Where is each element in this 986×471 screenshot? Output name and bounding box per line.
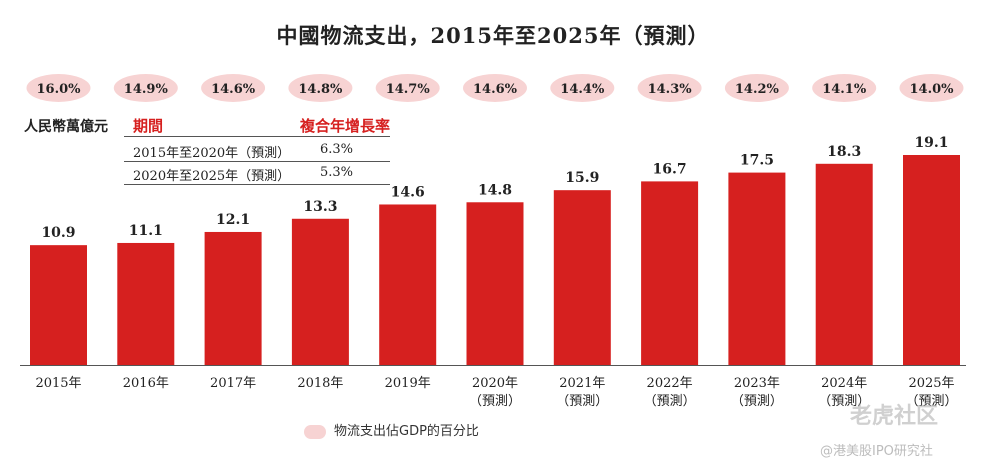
watermark-logo-text: 老虎社区: [850, 404, 939, 429]
gdp-share-pill: [375, 74, 440, 102]
cagr-period: 2020年至2025年（預測）: [133, 169, 291, 184]
gdp-share-pill: [288, 74, 353, 102]
bar: [379, 204, 437, 365]
bar: [815, 163, 873, 365]
bar-value-label: 19.1: [914, 135, 948, 151]
x-tick-label: 2025年: [908, 376, 954, 391]
gdp-share-label: 14.0%: [909, 82, 954, 97]
bar: [553, 190, 611, 365]
watermark-handle: @港美股IPO研究社: [820, 444, 933, 459]
gdp-share-pill: [724, 74, 789, 102]
cagr-table-row: 2020年至2025年（預測） 5.3%: [124, 162, 390, 185]
bar-value-label: 16.7: [653, 161, 687, 177]
x-tick-label: 2018年: [297, 376, 343, 391]
gdp-share-pill: [201, 74, 266, 102]
x-tick-label: 2019年: [385, 376, 431, 391]
legend-swatch: [304, 424, 326, 439]
bar-value-label: 12.1: [216, 212, 250, 228]
gdp-share-pill: [113, 74, 178, 102]
cagr-period: 2015年至2020年（預測）: [133, 146, 291, 161]
x-tick-forecast-label: （預測）: [818, 394, 870, 409]
gdp-share-label: 14.2%: [735, 82, 780, 97]
x-tick-label: 2016年: [123, 376, 169, 391]
x-tick-forecast-label: （預測）: [905, 394, 957, 409]
x-tick-forecast-label: （預測）: [469, 394, 521, 409]
gdp-share-pill: [899, 74, 964, 102]
cagr-rate: 5.3%: [320, 165, 354, 180]
gdp-share-label: 14.7%: [386, 82, 431, 97]
bar-value-label: 15.9: [565, 170, 599, 186]
unit-label: 人民幣萬億元: [24, 119, 108, 135]
gdp-share-label: 14.6%: [473, 82, 518, 97]
x-tick-label: 2020年: [472, 376, 518, 391]
chart-title: 中國物流支出，2015年至2025年（預測）: [276, 23, 710, 48]
cagr-header-period: 期間: [133, 117, 164, 135]
bar-value-label: 10.9: [41, 225, 75, 241]
bar-value-label: 11.1: [129, 223, 163, 239]
bar: [728, 172, 786, 365]
x-tick-forecast-label: （預測）: [731, 394, 783, 409]
bar-value-label: 17.5: [740, 153, 774, 169]
legend: 物流支出佔GDP的百分比: [304, 420, 479, 439]
bar-value-label: 18.3: [827, 144, 861, 160]
bar: [641, 181, 699, 365]
x-tick-label: 2022年: [647, 376, 693, 391]
gdp-share-label: 14.4%: [560, 82, 605, 97]
gdp-share-label: 16.0%: [36, 82, 81, 97]
gdp-share-label: 14.9%: [124, 82, 169, 97]
x-tick-label: 2023年: [734, 376, 780, 391]
gdp-share-label: 14.1%: [822, 82, 867, 97]
gdp-share-pill: [812, 74, 877, 102]
cagr-table-header: 期間 複合年增長率: [124, 114, 390, 137]
bar: [204, 231, 262, 365]
gdp-share-pill: [637, 74, 702, 102]
x-tick-label: 2015年: [35, 376, 81, 391]
gdp-share-pill: [550, 74, 615, 102]
cagr-table-row: 2015年至2020年（預測） 6.3%: [124, 139, 390, 162]
bar: [466, 202, 524, 365]
bar-value-label: 14.8: [478, 182, 512, 198]
bar: [291, 218, 349, 365]
gdp-share-label: 14.3%: [648, 82, 693, 97]
gdp-share-pill: [463, 74, 527, 102]
x-tick-label: 2024年: [821, 376, 867, 391]
x-tick-forecast-label: （預測）: [644, 394, 696, 409]
cagr-header-rate: 複合年增長率: [299, 117, 390, 135]
x-tick-label: 2017年: [210, 376, 256, 391]
gdp-share-pill: [26, 74, 91, 102]
cagr-rate: 6.3%: [320, 142, 354, 157]
bar-value-label: 13.3: [303, 199, 337, 215]
gdp-share-label: 14.8%: [298, 82, 343, 97]
gdp-share-label: 14.6%: [211, 82, 256, 97]
bar: [903, 155, 960, 365]
bar: [117, 242, 175, 365]
bar: [30, 245, 87, 365]
bar-value-label: 14.6: [391, 184, 425, 200]
x-tick-label: 2021年: [559, 376, 605, 391]
legend-label: 物流支出佔GDP的百分比: [334, 424, 479, 439]
x-tick-forecast-label: （預測）: [556, 394, 608, 409]
